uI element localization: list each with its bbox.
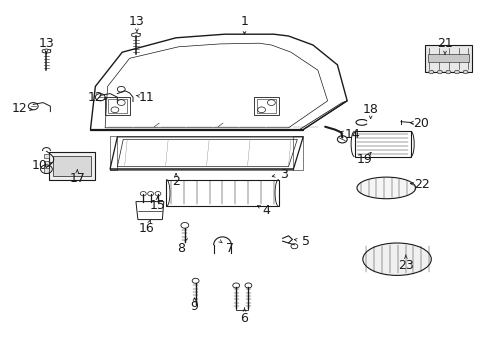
Text: 16: 16	[139, 222, 154, 235]
Bar	[425, 45, 471, 72]
Text: 15: 15	[149, 199, 165, 212]
Bar	[44, 168, 49, 173]
Text: 14: 14	[344, 129, 359, 141]
Text: 9: 9	[190, 300, 198, 313]
Text: 4: 4	[262, 204, 270, 217]
Text: 12: 12	[87, 91, 103, 104]
Bar	[53, 156, 91, 176]
Text: 23: 23	[397, 259, 413, 272]
Circle shape	[445, 70, 450, 74]
Text: 3: 3	[279, 168, 287, 181]
Bar	[44, 154, 49, 158]
Text: 11: 11	[139, 91, 154, 104]
Text: 10: 10	[32, 159, 48, 172]
Circle shape	[436, 70, 441, 74]
Text: 7: 7	[225, 242, 233, 255]
Ellipse shape	[356, 177, 415, 199]
Bar	[44, 161, 49, 166]
Text: 13: 13	[129, 15, 144, 28]
Bar	[49, 152, 95, 180]
Text: 8: 8	[177, 242, 184, 255]
Text: 1: 1	[240, 15, 248, 28]
Text: 19: 19	[356, 153, 371, 166]
Circle shape	[454, 70, 459, 74]
Text: 13: 13	[39, 37, 54, 50]
Text: 20: 20	[413, 117, 428, 130]
Text: 17: 17	[69, 172, 85, 185]
Text: 22: 22	[413, 178, 428, 191]
Circle shape	[462, 70, 467, 74]
Text: 18: 18	[362, 103, 378, 116]
Text: 6: 6	[240, 312, 248, 325]
Text: 12: 12	[12, 102, 27, 114]
Bar	[427, 54, 468, 62]
Circle shape	[428, 70, 433, 74]
Text: 5: 5	[301, 235, 309, 248]
Text: 2: 2	[172, 175, 180, 188]
Text: 21: 21	[436, 37, 452, 50]
Ellipse shape	[362, 243, 430, 275]
